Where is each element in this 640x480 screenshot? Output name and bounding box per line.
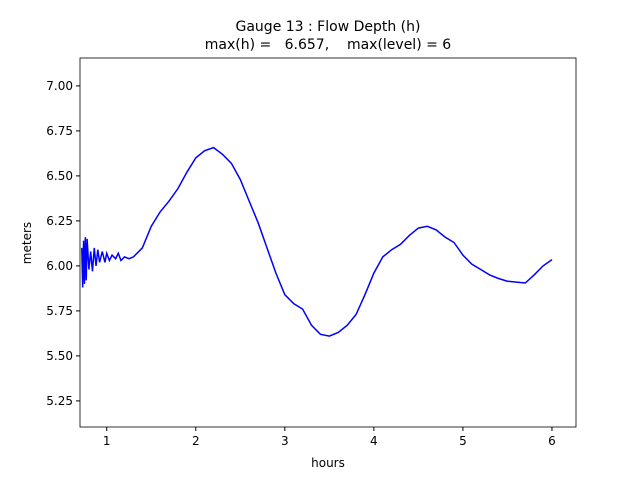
y-tick-label: 6.75 [46,124,73,138]
x-tick-label: 2 [192,434,200,448]
y-tick-label: 5.50 [46,349,73,363]
x-tick-label: 3 [281,434,289,448]
x-tick-label: 5 [459,434,467,448]
y-axis-label: meters [20,222,34,264]
y-tick-label: 6.50 [46,169,73,183]
y-tick-label: 6.25 [46,214,73,228]
x-tick-label: 4 [370,434,378,448]
y-tick-label: 5.25 [46,394,73,408]
y-tick-label: 7.00 [46,79,73,93]
y-tick-label: 6.00 [46,259,73,273]
chart-title: Gauge 13 : Flow Depth (h) [236,19,421,35]
y-tick-label: 5.75 [46,304,73,318]
chart-subtitle: max(h) = 6.657, max(level) = 6 [205,37,452,53]
x-tick-label: 6 [548,434,556,448]
line-series [81,146,553,337]
x-axis-label: hours [311,456,345,470]
x-tick-label: 1 [103,434,111,448]
plot-frame [79,57,577,428]
